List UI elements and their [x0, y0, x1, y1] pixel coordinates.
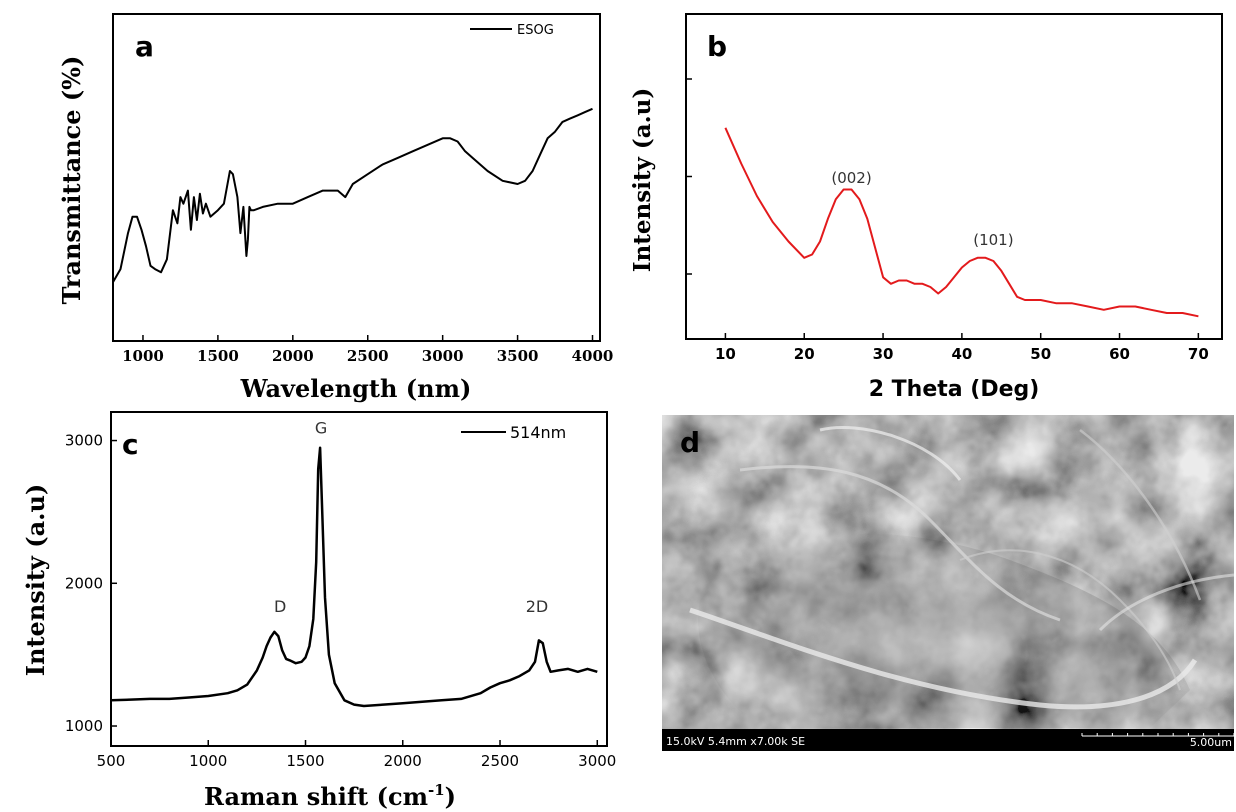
panel-a-x-tick-label: 3500: [497, 347, 539, 365]
panel-a-x-tick-label: 4000: [572, 347, 614, 365]
panel-a-x-tick-labels: 1000 1500 2000 2500 3000 3500 4000: [122, 335, 613, 365]
panel-c-label: c: [122, 428, 139, 461]
panel-b-label: b: [707, 30, 727, 63]
panel-c-x-tick-label: 3000: [578, 752, 616, 770]
panel-c-plot-frame: [110, 411, 608, 747]
panel-b-x-tick-label: 20: [794, 345, 815, 363]
panel-c-x-axis-label-main: Raman shift (cm: [204, 782, 428, 811]
panel-a-legend-label: ESOG: [517, 23, 554, 38]
panel-a-series-esog-line: [112, 107, 593, 283]
panel-c-x-tick-label: 1500: [286, 752, 324, 770]
panel-b-annotations: (002) (101): [831, 169, 1013, 249]
panel-a-x-tick-label: 2500: [347, 347, 389, 365]
sem-micrograph: [662, 415, 1234, 729]
panel-b-y-ticks: [686, 78, 692, 275]
panel-a-series-group: [112, 107, 593, 283]
panel-a-x-tick-label: 1000: [122, 347, 164, 365]
panel-c-x-axis-label-end: ): [445, 782, 456, 811]
panel-b-x-tick-label: 70: [1188, 345, 1209, 363]
panel-c-x-axis-label: Raman shift (cm-1): [204, 781, 456, 811]
panel-a-x-tick-label: 2000: [272, 347, 314, 365]
panel-c-raman-chart: c 500 1000 1500 2000 2500 3000 1000 2000 3000 D…: [21, 411, 616, 811]
panel-a-plot-frame: [112, 13, 601, 342]
panel-c-y-tick-labels: 1000 2000 3000: [65, 432, 117, 735]
sem-scale-bar: [1081, 733, 1235, 737]
panel-b-y-axis-label: Intensity (a.u): [629, 88, 656, 273]
panel-b-x-tick-labels: 10 20 30 40 50 60 70: [715, 333, 1209, 363]
panel-b-x-tick-label: 10: [715, 345, 736, 363]
panel-c-x-tick-labels: 500 1000 1500 2000 2500 3000: [97, 740, 616, 770]
panel-d-sem-image: d 15.0kV 5.4mm x7.00k SE 5.00um: [662, 415, 1235, 751]
panel-c-x-axis-label-sup: -1: [428, 781, 445, 799]
panel-b-peak-label: (101): [973, 231, 1013, 249]
panel-a-x-axis-label: Wavelength (nm): [240, 374, 472, 403]
panel-a-ftir-chart: a 1000 1500 2000 2500 3000 3500 4000 ESOG Wave…: [57, 13, 613, 403]
sem-info-bar: [662, 729, 1234, 751]
panel-b-x-tick-label: 40: [951, 345, 972, 363]
panel-a-label: a: [135, 30, 154, 63]
panel-c-y-tick-label: 2000: [65, 574, 103, 592]
panel-b-x-tick-label: 50: [1030, 345, 1051, 363]
panel-c-peak-label: D: [274, 597, 286, 616]
panel-c-peak-label: G: [315, 418, 327, 437]
panel-a-y-axis-label: Transmittance (%): [57, 56, 86, 305]
panel-c-x-tick-label: 1000: [189, 752, 227, 770]
panel-d-label: d: [680, 426, 700, 459]
panel-b-peak-label: (002): [831, 169, 871, 187]
panel-b-series-line: [724, 127, 1199, 318]
panel-b-xrd-chart: b 10 20 30 40 50 60 70 (002) (101) 2 Theta (Deg…: [629, 13, 1223, 402]
panel-c-y-tick-label: 3000: [65, 432, 103, 450]
panel-a-x-tick-label: 1500: [197, 347, 239, 365]
panel-a-x-tick-label: 3000: [422, 347, 464, 365]
panel-b-x-axis-label: 2 Theta (Deg): [869, 377, 1040, 402]
panel-c-series-514nm-line: [110, 446, 598, 708]
panel-c-legend-label: 514nm: [510, 423, 566, 442]
panel-c-y-tick-label: 1000: [65, 717, 103, 735]
panel-b-plot-frame: [685, 13, 1223, 340]
sem-info-text: 15.0kV 5.4mm x7.00k SE: [666, 735, 805, 748]
panel-b-x-tick-label: 60: [1109, 345, 1130, 363]
panel-c-x-tick-label: 2500: [481, 752, 519, 770]
panel-c-series-group: [110, 446, 598, 708]
panel-b-series-group: [724, 127, 1199, 318]
panel-c-peak-label: 2D: [526, 597, 549, 616]
panel-c-annotations: D G 2D: [274, 418, 548, 615]
panel-b-x-tick-label: 30: [873, 345, 894, 363]
sem-scale-text: 5.00um: [1190, 736, 1232, 749]
panel-c-x-tick-label: 2000: [384, 752, 422, 770]
panel-c-x-tick-label: 500: [97, 752, 126, 770]
panel-c-y-axis-label: Intensity (a.u): [21, 484, 50, 677]
